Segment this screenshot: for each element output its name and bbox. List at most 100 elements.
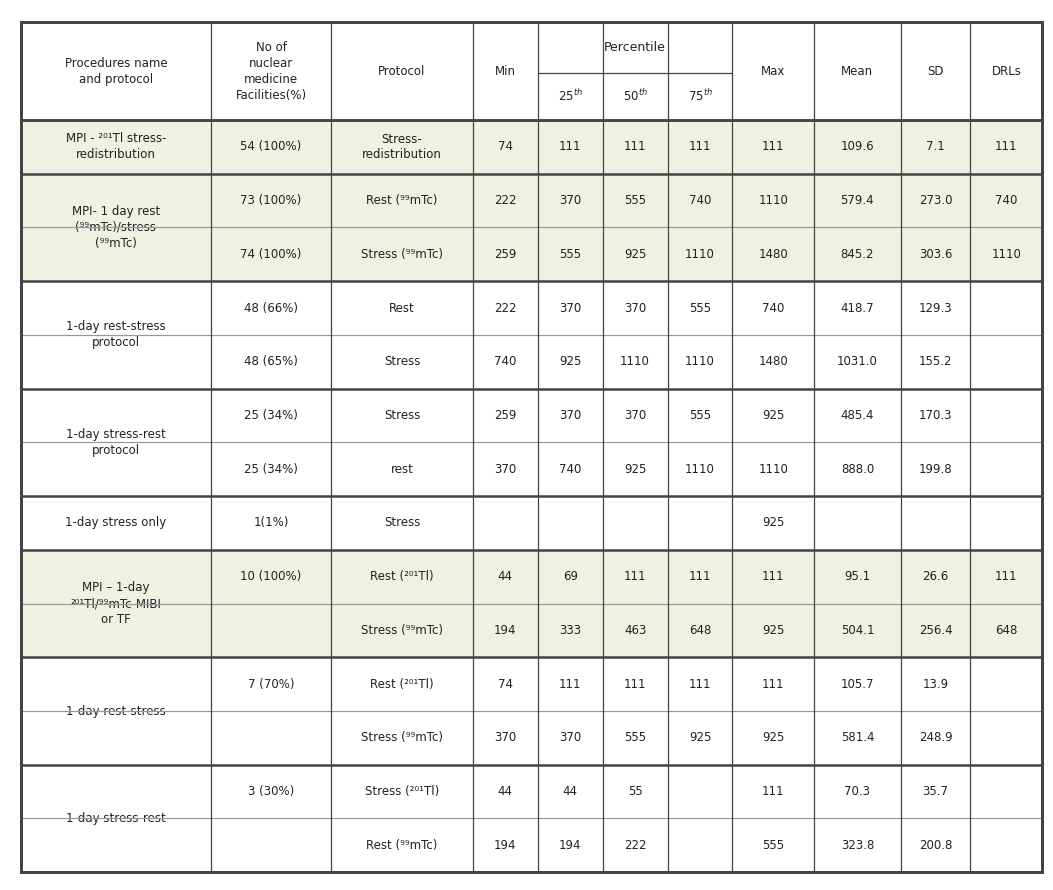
- Text: 111: 111: [762, 785, 784, 798]
- Text: 222: 222: [494, 194, 517, 207]
- Text: 111: 111: [762, 677, 784, 691]
- Text: 273.0: 273.0: [919, 194, 952, 207]
- Text: Stress (²⁰¹Tl): Stress (²⁰¹Tl): [364, 785, 439, 798]
- Text: 1110: 1110: [758, 194, 789, 207]
- Text: 25 (34%): 25 (34%): [244, 463, 298, 476]
- Text: 54 (100%): 54 (100%): [240, 141, 301, 153]
- Text: 111: 111: [689, 677, 711, 691]
- Text: Stress: Stress: [383, 355, 420, 368]
- Text: Min: Min: [495, 65, 516, 77]
- Text: Procedures name
and protocol: Procedures name and protocol: [64, 57, 167, 85]
- Text: rest: rest: [391, 463, 414, 476]
- Text: 555: 555: [689, 409, 711, 422]
- Bar: [21, 120, 1042, 174]
- Text: 925: 925: [762, 516, 784, 530]
- Text: 370: 370: [624, 409, 647, 422]
- Text: Rest (⁹⁹mTc): Rest (⁹⁹mTc): [366, 839, 438, 852]
- Text: 370: 370: [559, 732, 581, 744]
- Text: 129.3: 129.3: [918, 302, 952, 314]
- Bar: [21, 389, 1042, 496]
- Text: 370: 370: [494, 732, 516, 744]
- Text: 1031.0: 1031.0: [837, 355, 878, 368]
- Text: 194: 194: [559, 839, 581, 852]
- Text: 111: 111: [559, 141, 581, 153]
- Text: 555: 555: [624, 194, 647, 207]
- Text: 370: 370: [624, 302, 647, 314]
- Text: 1-day stress-rest: 1-day stress-rest: [66, 812, 166, 825]
- Text: SD: SD: [928, 65, 943, 77]
- Text: 44: 44: [562, 785, 578, 798]
- Text: 199.8: 199.8: [918, 463, 952, 476]
- Text: Stress (⁹⁹mTc): Stress (⁹⁹mTc): [361, 624, 443, 637]
- Text: 10 (100%): 10 (100%): [240, 570, 301, 583]
- Text: 222: 222: [494, 302, 517, 314]
- Text: 95.1: 95.1: [845, 570, 871, 583]
- Text: Rest (²⁰¹Tl): Rest (²⁰¹Tl): [371, 677, 434, 691]
- Bar: [21, 174, 1042, 281]
- Text: 740: 740: [689, 194, 711, 207]
- Text: 35.7: 35.7: [922, 785, 949, 798]
- Text: 740: 740: [559, 463, 581, 476]
- Text: 111: 111: [762, 141, 784, 153]
- Text: 333: 333: [559, 624, 581, 637]
- Text: 48 (65%): 48 (65%): [244, 355, 298, 368]
- Text: 925: 925: [624, 247, 647, 261]
- Text: 648: 648: [995, 624, 1017, 637]
- Text: Stress (⁹⁹mTc): Stress (⁹⁹mTc): [361, 247, 443, 261]
- Text: 1110: 1110: [686, 463, 715, 476]
- Text: 504.1: 504.1: [840, 624, 874, 637]
- Text: 55: 55: [628, 785, 642, 798]
- Text: 111: 111: [995, 141, 1017, 153]
- Text: 111: 111: [995, 570, 1017, 583]
- Text: Stress-
redistribution: Stress- redistribution: [362, 133, 442, 161]
- Text: 925: 925: [624, 463, 647, 476]
- Text: 7.1: 7.1: [927, 141, 945, 153]
- Text: Percentile: Percentile: [604, 41, 667, 54]
- Text: 26.6: 26.6: [922, 570, 949, 583]
- Text: 370: 370: [559, 302, 581, 314]
- Text: 155.2: 155.2: [919, 355, 952, 368]
- Text: 463: 463: [624, 624, 647, 637]
- Text: 75$^{th}$: 75$^{th}$: [688, 89, 713, 104]
- Text: 170.3: 170.3: [919, 409, 952, 422]
- Text: Max: Max: [761, 65, 786, 77]
- Text: 925: 925: [762, 732, 784, 744]
- Text: 925: 925: [762, 409, 784, 422]
- Text: 485.4: 485.4: [840, 409, 874, 422]
- Text: 1-day stress only: 1-day stress only: [65, 516, 166, 530]
- Text: 111: 111: [762, 570, 784, 583]
- Text: 50$^{th}$: 50$^{th}$: [622, 89, 648, 104]
- Text: DRLs: DRLs: [992, 65, 1021, 77]
- Text: 925: 925: [559, 355, 581, 368]
- Text: 73 (100%): 73 (100%): [240, 194, 301, 207]
- Text: 200.8: 200.8: [919, 839, 952, 852]
- Text: 370: 370: [559, 409, 581, 422]
- Text: 69: 69: [562, 570, 578, 583]
- Text: 70.3: 70.3: [845, 785, 871, 798]
- Text: 222: 222: [623, 839, 647, 852]
- Text: 555: 555: [559, 247, 581, 261]
- Text: Rest (⁹⁹mTc): Rest (⁹⁹mTc): [366, 194, 438, 207]
- Text: Stress: Stress: [383, 409, 420, 422]
- Text: Rest (²⁰¹Tl): Rest (²⁰¹Tl): [371, 570, 434, 583]
- Text: 1480: 1480: [758, 355, 789, 368]
- Text: 25$^{th}$: 25$^{th}$: [558, 89, 582, 104]
- Text: 1(1%): 1(1%): [254, 516, 289, 530]
- Text: 323.8: 323.8: [840, 839, 874, 852]
- Text: 248.9: 248.9: [918, 732, 952, 744]
- Text: 581.4: 581.4: [840, 732, 874, 744]
- Text: 303.6: 303.6: [919, 247, 952, 261]
- Text: 648: 648: [689, 624, 711, 637]
- Text: 13.9: 13.9: [922, 677, 949, 691]
- Text: 1110: 1110: [758, 463, 789, 476]
- Text: Rest: Rest: [390, 302, 415, 314]
- Text: 1-day rest-stress: 1-day rest-stress: [66, 705, 166, 717]
- Text: 740: 740: [762, 302, 784, 314]
- Text: 888.0: 888.0: [840, 463, 874, 476]
- Bar: [21, 765, 1042, 872]
- Text: 740: 740: [494, 355, 517, 368]
- Text: MPI- 1 day rest
(⁹⁹mTc)/stress
(⁹⁹mTc): MPI- 1 day rest (⁹⁹mTc)/stress (⁹⁹mTc): [72, 205, 160, 250]
- Bar: [21, 550, 1042, 658]
- Text: 7 (70%): 7 (70%): [247, 677, 294, 691]
- Text: 74: 74: [498, 677, 513, 691]
